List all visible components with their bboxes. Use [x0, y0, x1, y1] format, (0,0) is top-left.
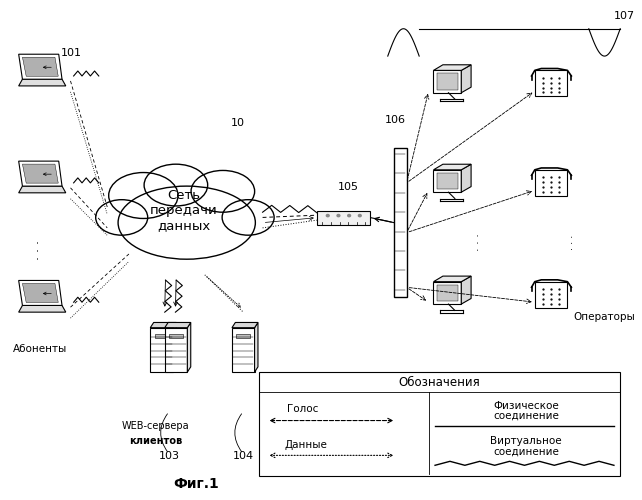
- Polygon shape: [232, 322, 258, 328]
- Text: . . .: . . .: [565, 235, 575, 250]
- Ellipse shape: [191, 170, 255, 212]
- Polygon shape: [535, 282, 568, 308]
- Polygon shape: [22, 164, 58, 183]
- Polygon shape: [535, 170, 568, 196]
- Ellipse shape: [144, 164, 207, 206]
- Text: клиентов: клиентов: [128, 436, 182, 446]
- Polygon shape: [22, 57, 58, 76]
- Polygon shape: [437, 74, 458, 90]
- Polygon shape: [461, 276, 471, 304]
- Text: 106: 106: [385, 115, 406, 125]
- Text: соединение: соединение: [493, 446, 559, 456]
- Text: Обозначения: Обозначения: [399, 376, 480, 390]
- Text: WEB-сервера: WEB-сервера: [121, 421, 189, 431]
- Polygon shape: [19, 306, 65, 312]
- Bar: [155, 334, 168, 338]
- Polygon shape: [173, 322, 177, 372]
- Ellipse shape: [108, 172, 178, 218]
- Polygon shape: [19, 161, 62, 186]
- Text: Операторы: Операторы: [574, 312, 636, 322]
- Text: Виртуальное: Виртуальное: [490, 436, 562, 446]
- Polygon shape: [437, 173, 458, 189]
- Circle shape: [348, 214, 351, 216]
- Polygon shape: [19, 186, 65, 193]
- Bar: [259, 372, 620, 476]
- Text: 105: 105: [338, 182, 358, 192]
- Polygon shape: [150, 322, 177, 328]
- Polygon shape: [461, 164, 471, 192]
- Text: . . .: . . .: [30, 240, 42, 260]
- Text: соединение: соединение: [493, 410, 559, 420]
- Text: 104: 104: [232, 451, 254, 461]
- Bar: [165, 328, 187, 372]
- Polygon shape: [433, 65, 471, 70]
- Bar: [236, 334, 250, 338]
- Polygon shape: [19, 79, 65, 86]
- Polygon shape: [22, 284, 58, 302]
- Polygon shape: [433, 276, 471, 281]
- Ellipse shape: [222, 200, 274, 235]
- Text: Сеть
передачи
данных: Сеть передачи данных: [150, 188, 218, 232]
- Polygon shape: [187, 322, 191, 372]
- Text: 101: 101: [61, 48, 82, 58]
- Text: 10: 10: [230, 118, 245, 128]
- Text: Голос: Голос: [287, 404, 318, 414]
- Polygon shape: [19, 280, 62, 305]
- Bar: [232, 328, 255, 372]
- Bar: [169, 334, 183, 338]
- Text: Физическое: Физическое: [494, 400, 559, 410]
- Circle shape: [337, 214, 340, 216]
- Polygon shape: [535, 70, 568, 97]
- Ellipse shape: [118, 186, 256, 259]
- Polygon shape: [255, 322, 258, 372]
- Text: 103: 103: [159, 451, 180, 461]
- Text: Данные: Данные: [284, 440, 327, 450]
- Polygon shape: [461, 65, 471, 93]
- Polygon shape: [165, 322, 191, 328]
- Polygon shape: [433, 164, 471, 170]
- Polygon shape: [437, 284, 458, 301]
- Ellipse shape: [96, 200, 148, 235]
- Text: Абоненты: Абоненты: [13, 344, 67, 354]
- Polygon shape: [19, 54, 62, 79]
- Polygon shape: [433, 170, 461, 192]
- Text: 107: 107: [614, 11, 635, 21]
- Polygon shape: [433, 70, 461, 93]
- Text: . . .: . . .: [471, 234, 481, 252]
- Polygon shape: [433, 282, 461, 304]
- Circle shape: [326, 214, 329, 216]
- Circle shape: [358, 214, 361, 216]
- Bar: [394, 148, 406, 297]
- Text: Фиг.1: Фиг.1: [173, 477, 219, 491]
- Bar: [317, 210, 370, 224]
- Bar: [150, 328, 173, 372]
